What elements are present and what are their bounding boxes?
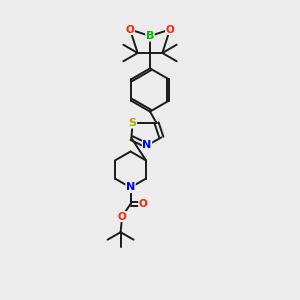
Text: N: N	[142, 140, 152, 151]
Text: O: O	[166, 25, 174, 34]
Text: O: O	[139, 199, 148, 209]
Text: O: O	[118, 212, 127, 222]
Text: O: O	[126, 25, 134, 34]
Text: N: N	[126, 182, 135, 193]
Text: S: S	[129, 118, 136, 128]
Text: B: B	[146, 31, 154, 41]
